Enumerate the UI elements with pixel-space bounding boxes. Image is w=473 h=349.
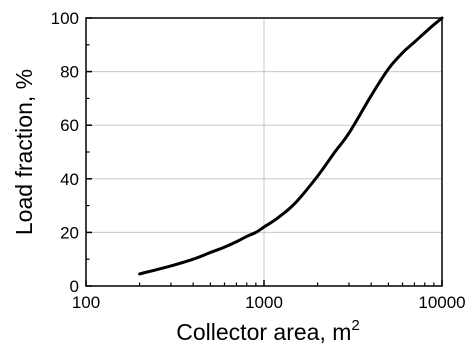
x-axis-title-superscript: 2 xyxy=(351,317,359,334)
series-layer xyxy=(138,16,444,276)
y-axis-title: Load fraction, % xyxy=(11,69,37,235)
y-tick-label: 0 xyxy=(70,277,79,296)
tick-labels: 0 20 40 60 80 100 100 1000 10000 xyxy=(51,9,466,312)
y-tick-label: 40 xyxy=(60,170,79,189)
y-tick-label: 100 xyxy=(51,9,79,28)
x-axis-title: Collector area, m2 xyxy=(176,317,359,345)
series-line xyxy=(138,16,444,276)
y-tick-label: 20 xyxy=(60,223,79,242)
x-tick-label: 100 xyxy=(72,293,100,312)
x-tick-label: 10000 xyxy=(418,293,465,312)
x-tick-label: 1000 xyxy=(245,293,283,312)
y-tick-label: 60 xyxy=(60,116,79,135)
grid-lines xyxy=(86,18,442,286)
x-axis-title-text: Collector area, m xyxy=(176,319,351,345)
ticks xyxy=(85,17,443,287)
y-tick-label: 80 xyxy=(60,63,79,82)
